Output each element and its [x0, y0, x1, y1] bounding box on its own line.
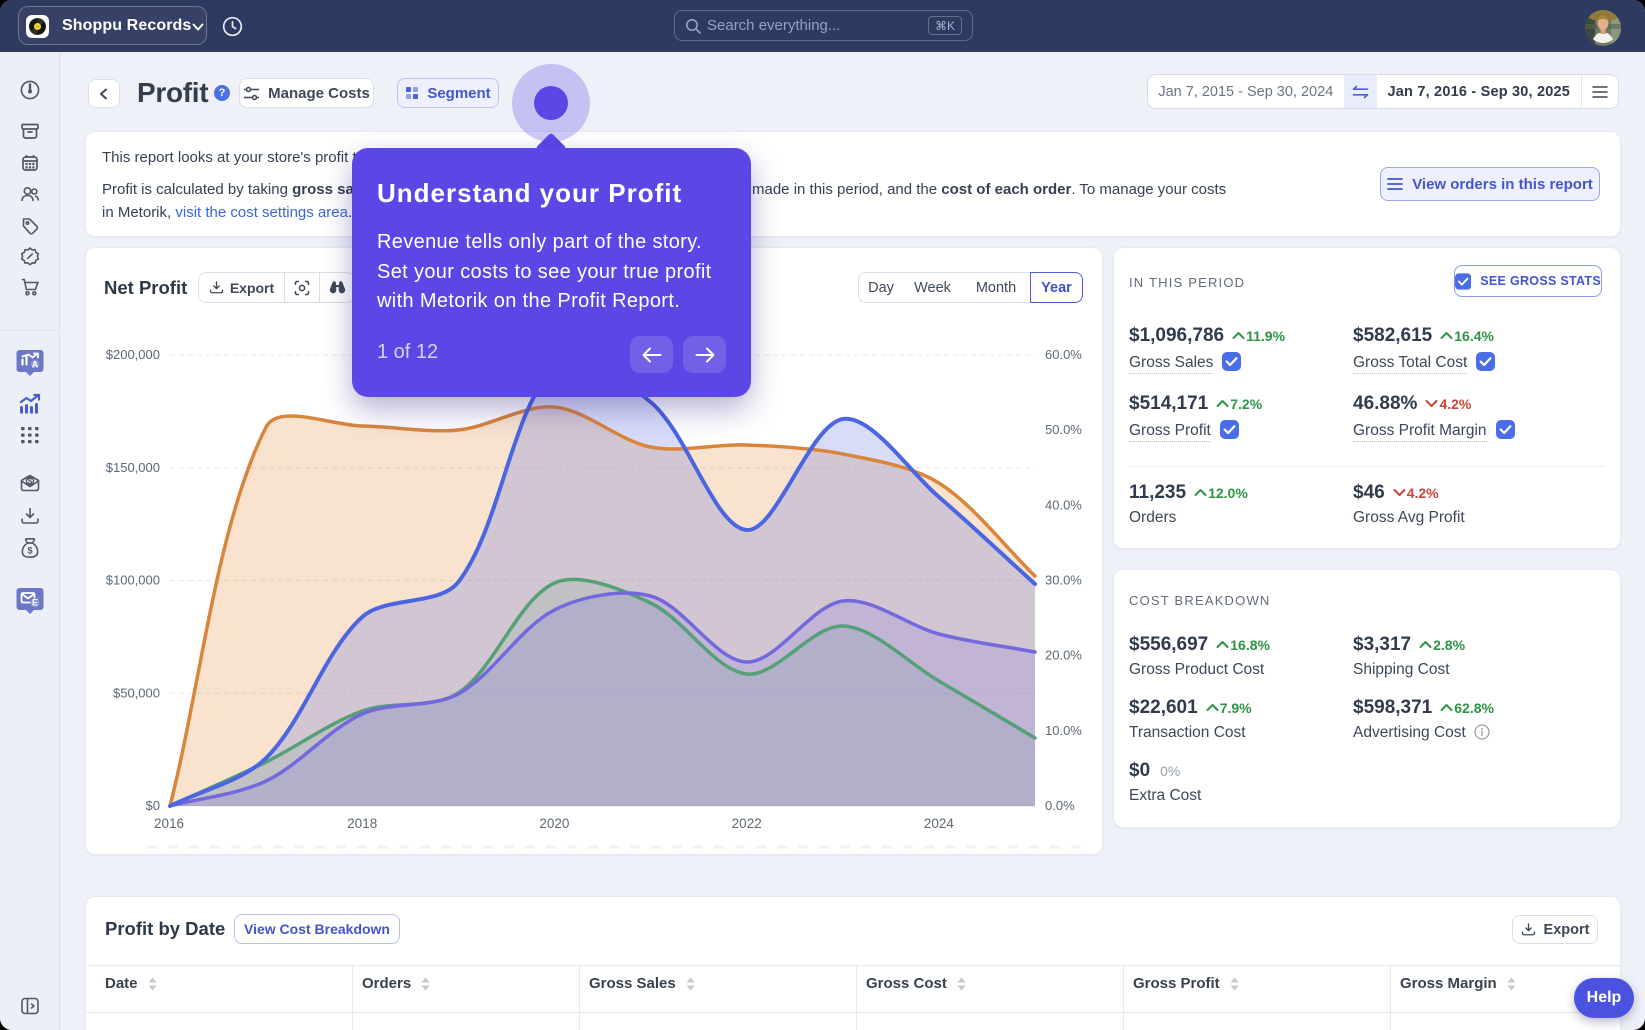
svg-text:30.0%: 30.0% — [1045, 573, 1082, 588]
svg-text:2022: 2022 — [732, 816, 762, 831]
svg-text:$0: $0 — [146, 798, 160, 813]
svg-text:50.0%: 50.0% — [1045, 422, 1082, 437]
svg-text:60.0%: 60.0% — [1045, 347, 1082, 362]
svg-text:$200,000: $200,000 — [106, 347, 160, 362]
svg-text:A: A — [32, 359, 39, 369]
svg-text:2024: 2024 — [924, 816, 955, 831]
svg-text:10.0%: 10.0% — [1045, 723, 1082, 738]
svg-text:$100,000: $100,000 — [106, 573, 160, 588]
svg-text:2018: 2018 — [347, 816, 377, 831]
svg-text:0.0%: 0.0% — [1045, 798, 1075, 813]
svg-text:2020: 2020 — [539, 816, 569, 831]
svg-text:2016: 2016 — [154, 816, 184, 831]
svg-text:$: $ — [27, 546, 32, 556]
svg-text:$50,000: $50,000 — [113, 685, 160, 700]
svg-text:$150,000: $150,000 — [106, 460, 160, 475]
svg-text:$: $ — [28, 477, 33, 486]
svg-text:40.0%: 40.0% — [1045, 497, 1082, 512]
svg-text:20.0%: 20.0% — [1045, 648, 1082, 663]
svg-text:E: E — [32, 598, 38, 608]
